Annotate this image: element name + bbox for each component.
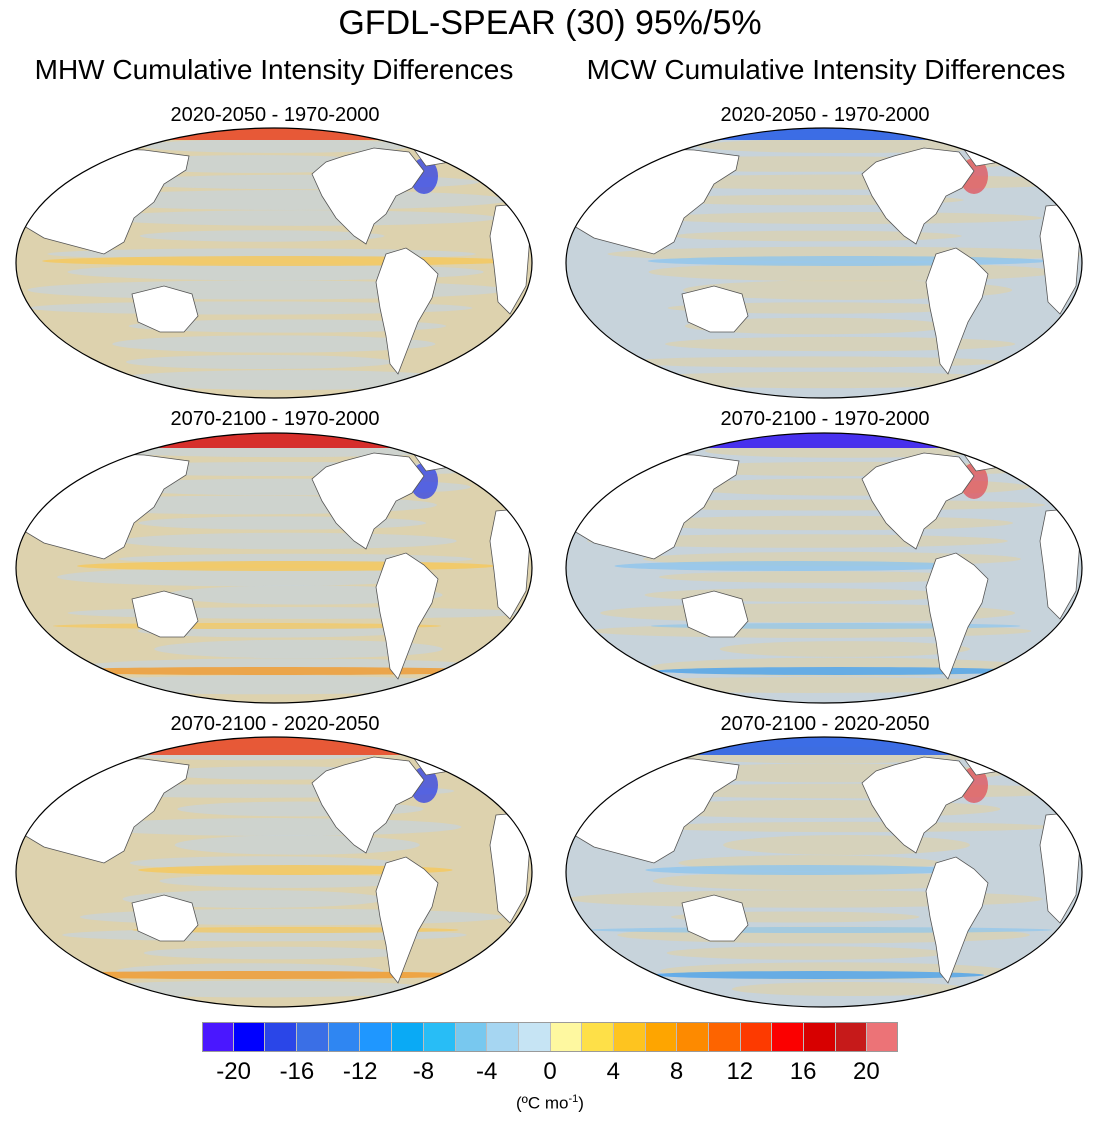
- anomaly-band: [614, 561, 974, 571]
- map-mcw-2020-2050-vs-1970-2000: [564, 126, 1084, 400]
- anomaly-band: [45, 676, 485, 695]
- anomaly-band: [175, 835, 420, 854]
- panel-title-mcw-2: 2070-2100 - 1970-2000: [565, 408, 1085, 431]
- anomaly-band: [23, 971, 478, 979]
- anomaly-band: [86, 818, 461, 836]
- arctic-anomaly: [624, 735, 1024, 755]
- panel-title-mhw-2: 2070-2100 - 1970-2000: [15, 408, 535, 431]
- anomaly-band: [77, 561, 496, 571]
- colorbar-tick-label: -8: [393, 1058, 453, 1086]
- column-title-mhw: MHW Cumulative Intensity Differences: [8, 54, 540, 86]
- anomaly-band: [720, 641, 970, 657]
- colorbar-units: (ºC mo-1): [450, 1093, 650, 1114]
- anomaly-band: [126, 355, 395, 369]
- map-mhw-2070-2100-vs-2020-2050: [14, 735, 534, 1009]
- anomaly-band: [651, 822, 1054, 832]
- colorbar-tick-label: 8: [647, 1058, 707, 1086]
- arctic-anomaly: [74, 735, 474, 755]
- anomaly-band: [42, 256, 518, 266]
- anomaly-band: [657, 212, 1043, 224]
- anomaly-band: [667, 946, 948, 960]
- anomaly-band: [651, 971, 984, 979]
- column-title-mcw: MCW Cumulative Intensity Differences: [556, 54, 1096, 86]
- colorbar-frame: [202, 1022, 898, 1052]
- map-mcw-2070-2100-vs-2020-2050: [564, 735, 1084, 1009]
- anomaly-band: [589, 927, 1052, 933]
- colorbar-tick-label: 4: [583, 1058, 643, 1086]
- map-mhw-2020-2050-vs-1970-2000: [14, 126, 534, 400]
- anomaly-band: [648, 256, 1048, 266]
- anomaly-band: [78, 981, 439, 998]
- colorbar-tick-label: -4: [457, 1058, 517, 1086]
- figure-title: GFDL-SPEAR (30) 95%/5%: [0, 4, 1100, 43]
- anomaly-band: [102, 210, 498, 226]
- colorbar-tick-label: 16: [773, 1058, 833, 1086]
- map-mhw-2070-2100-vs-1970-2000: [14, 431, 534, 705]
- colorbar-tick-label: 20: [836, 1058, 896, 1086]
- panel-title-mcw-1: 2020-2050 - 1970-2000: [565, 104, 1085, 127]
- anomaly-band: [120, 533, 456, 550]
- anomaly-band: [656, 667, 1022, 675]
- anomaly-band: [613, 372, 1026, 388]
- anomaly-band: [140, 230, 385, 241]
- colorbar-tick-label: -12: [330, 1058, 390, 1086]
- anomaly-band: [645, 865, 964, 875]
- map-mcw-2070-2100-vs-1970-2000: [564, 431, 1084, 705]
- colorbar-tick-label: 0: [520, 1058, 580, 1086]
- colorbar-tick-label: 12: [710, 1058, 770, 1086]
- panel-title-mcw-3: 2070-2100 - 2020-2050: [565, 713, 1085, 736]
- anomaly-band: [144, 947, 410, 959]
- colorbar-tick-label: -20: [204, 1058, 264, 1086]
- anomaly-band: [106, 370, 470, 390]
- anomaly-band: [723, 835, 970, 855]
- panel-title-mhw-1: 2020-2050 - 1970-2000: [15, 104, 535, 127]
- anomaly-band: [569, 677, 1048, 693]
- panel-title-mhw-3: 2070-2100 - 2020-2050: [15, 713, 535, 736]
- colorbar-tick-label: -16: [267, 1058, 327, 1086]
- anomaly-band: [665, 337, 1015, 351]
